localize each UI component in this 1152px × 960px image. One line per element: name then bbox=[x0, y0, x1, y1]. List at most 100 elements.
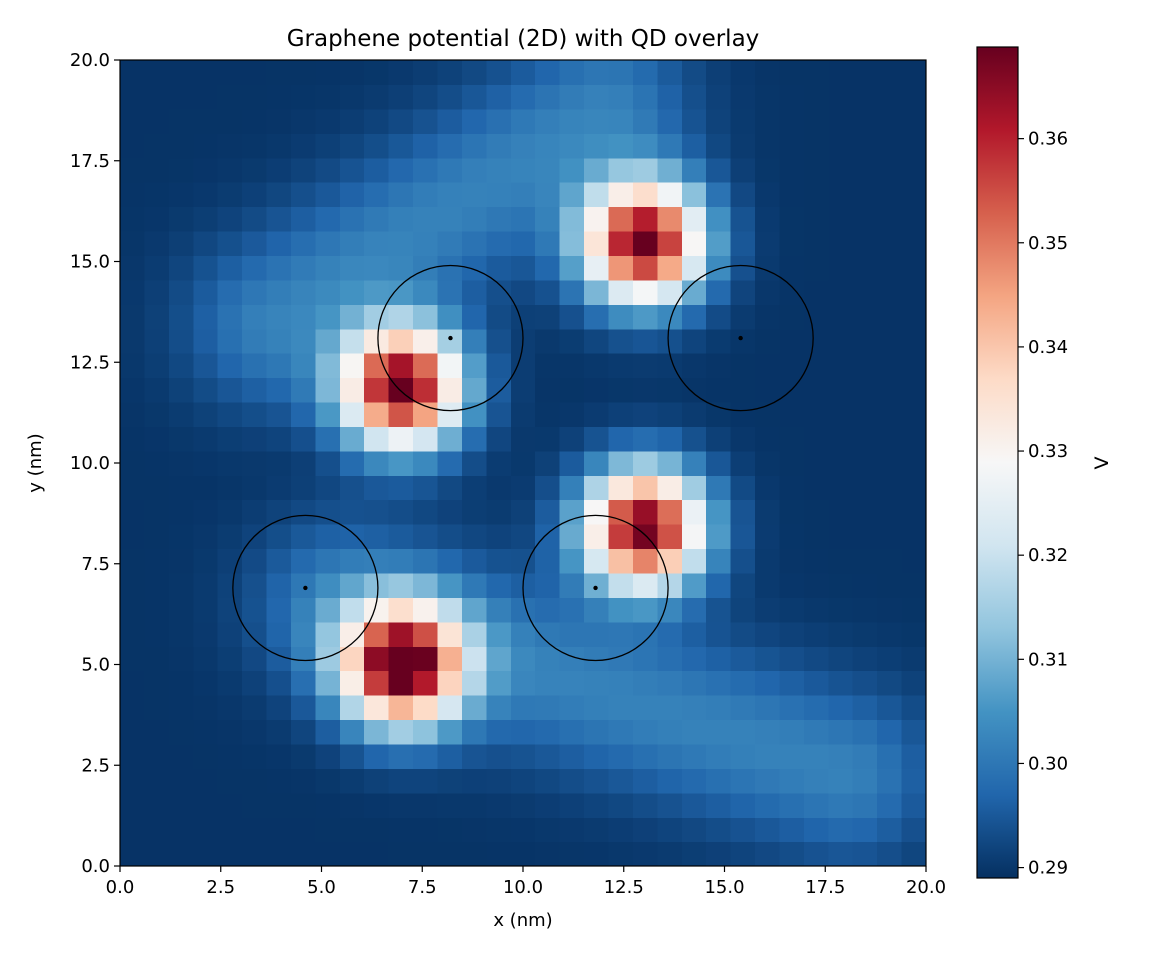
heatmap-cell bbox=[461, 695, 487, 721]
heatmap-cell bbox=[828, 572, 854, 598]
heatmap-cell bbox=[730, 792, 756, 818]
heatmap-cell bbox=[559, 572, 585, 598]
heatmap-cell bbox=[535, 328, 561, 354]
heatmap-cell bbox=[437, 206, 463, 232]
heatmap-cell bbox=[413, 597, 439, 623]
heatmap-cell bbox=[364, 401, 390, 427]
heatmap-cell bbox=[364, 133, 390, 159]
heatmap-cell bbox=[364, 646, 390, 672]
heatmap-cell bbox=[852, 401, 878, 427]
heatmap-cell bbox=[120, 108, 146, 134]
heatmap-cell bbox=[608, 60, 634, 86]
heatmap-cell bbox=[901, 695, 927, 721]
heatmap-cell bbox=[632, 230, 658, 256]
heatmap-cell bbox=[266, 426, 292, 452]
heatmap-cell bbox=[632, 401, 658, 427]
heatmap-cell bbox=[535, 279, 561, 305]
heatmap-cell bbox=[242, 401, 268, 427]
heatmap-cell bbox=[608, 206, 634, 232]
heatmap-cell bbox=[632, 279, 658, 305]
heatmap-cell bbox=[290, 206, 316, 232]
heatmap-cell bbox=[779, 670, 805, 696]
heatmap-cell bbox=[803, 817, 829, 843]
heatmap-cell bbox=[730, 353, 756, 379]
heatmap-cell bbox=[706, 255, 732, 281]
heatmap-cell bbox=[144, 646, 170, 672]
heatmap-cell bbox=[535, 108, 561, 134]
heatmap-cell bbox=[657, 475, 683, 501]
qd-overlay bbox=[232, 264, 814, 662]
heatmap-cell bbox=[461, 328, 487, 354]
heatmap-cell bbox=[315, 524, 341, 550]
heatmap-cell bbox=[852, 279, 878, 305]
colorbar bbox=[976, 46, 1019, 879]
heatmap-cell bbox=[730, 646, 756, 672]
heatmap-cell bbox=[828, 304, 854, 330]
heatmap-cell bbox=[486, 792, 512, 818]
heatmap-cell bbox=[852, 108, 878, 134]
heatmap-cell bbox=[242, 621, 268, 647]
heatmap-cell bbox=[828, 548, 854, 574]
heatmap-cell bbox=[315, 670, 341, 696]
heatmap-cell bbox=[803, 621, 829, 647]
heatmap-cell bbox=[657, 792, 683, 818]
heatmap-cell bbox=[120, 255, 146, 281]
heatmap-cell bbox=[486, 597, 512, 623]
heatmap-cell bbox=[120, 695, 146, 721]
heatmap-cell bbox=[681, 133, 707, 159]
heatmap-cell bbox=[755, 157, 781, 183]
heatmap-cell bbox=[852, 670, 878, 696]
heatmap-cell bbox=[559, 670, 585, 696]
heatmap-cell bbox=[266, 401, 292, 427]
heatmap-cell bbox=[168, 817, 194, 843]
heatmap-cell bbox=[706, 646, 732, 672]
heatmap-cell bbox=[779, 768, 805, 794]
heatmap-cell bbox=[242, 377, 268, 403]
heatmap-cell bbox=[584, 450, 610, 476]
heatmap-cell bbox=[779, 230, 805, 256]
heatmap-cell bbox=[901, 743, 927, 769]
heatmap-cell bbox=[779, 182, 805, 208]
heatmap-cell bbox=[779, 255, 805, 281]
heatmap-cell bbox=[779, 450, 805, 476]
heatmap-cell bbox=[120, 841, 146, 867]
heatmap-cell bbox=[852, 817, 878, 843]
heatmap-cell bbox=[144, 719, 170, 745]
heatmap-cell bbox=[755, 792, 781, 818]
heatmap-cell bbox=[388, 84, 414, 110]
heatmap-cell bbox=[657, 695, 683, 721]
heatmap-cell bbox=[852, 548, 878, 574]
heatmap-cell bbox=[413, 621, 439, 647]
heatmap-cell bbox=[755, 743, 781, 769]
heatmap-cell bbox=[535, 743, 561, 769]
heatmap-cell bbox=[657, 524, 683, 550]
heatmap-cell bbox=[657, 646, 683, 672]
heatmap-cell bbox=[730, 475, 756, 501]
heatmap-cell bbox=[730, 817, 756, 843]
heatmap-cell bbox=[706, 499, 732, 525]
heatmap-cell bbox=[144, 743, 170, 769]
heatmap-cell bbox=[706, 304, 732, 330]
heatmap-cell bbox=[901, 597, 927, 623]
heatmap-cell bbox=[803, 60, 829, 86]
heatmap-cell bbox=[852, 646, 878, 672]
heatmap-cell bbox=[657, 621, 683, 647]
heatmap-cell bbox=[730, 572, 756, 598]
qd-boundary-circle bbox=[667, 264, 814, 412]
heatmap-cell bbox=[364, 255, 390, 281]
x-tick-label: 7.5 bbox=[408, 877, 437, 898]
heatmap-cell bbox=[339, 401, 365, 427]
heatmap-cell bbox=[730, 719, 756, 745]
heatmap-cell bbox=[608, 817, 634, 843]
qd-boundary-circle bbox=[232, 514, 379, 662]
heatmap-cell bbox=[779, 524, 805, 550]
heatmap-cell bbox=[608, 230, 634, 256]
heatmap-cell bbox=[559, 621, 585, 647]
heatmap-cell bbox=[828, 695, 854, 721]
heatmap-cell bbox=[486, 743, 512, 769]
heatmap-cell bbox=[608, 401, 634, 427]
heatmap-cell bbox=[852, 133, 878, 159]
heatmap-cell bbox=[217, 792, 243, 818]
heatmap-cell bbox=[779, 401, 805, 427]
heatmap-cell bbox=[364, 60, 390, 86]
